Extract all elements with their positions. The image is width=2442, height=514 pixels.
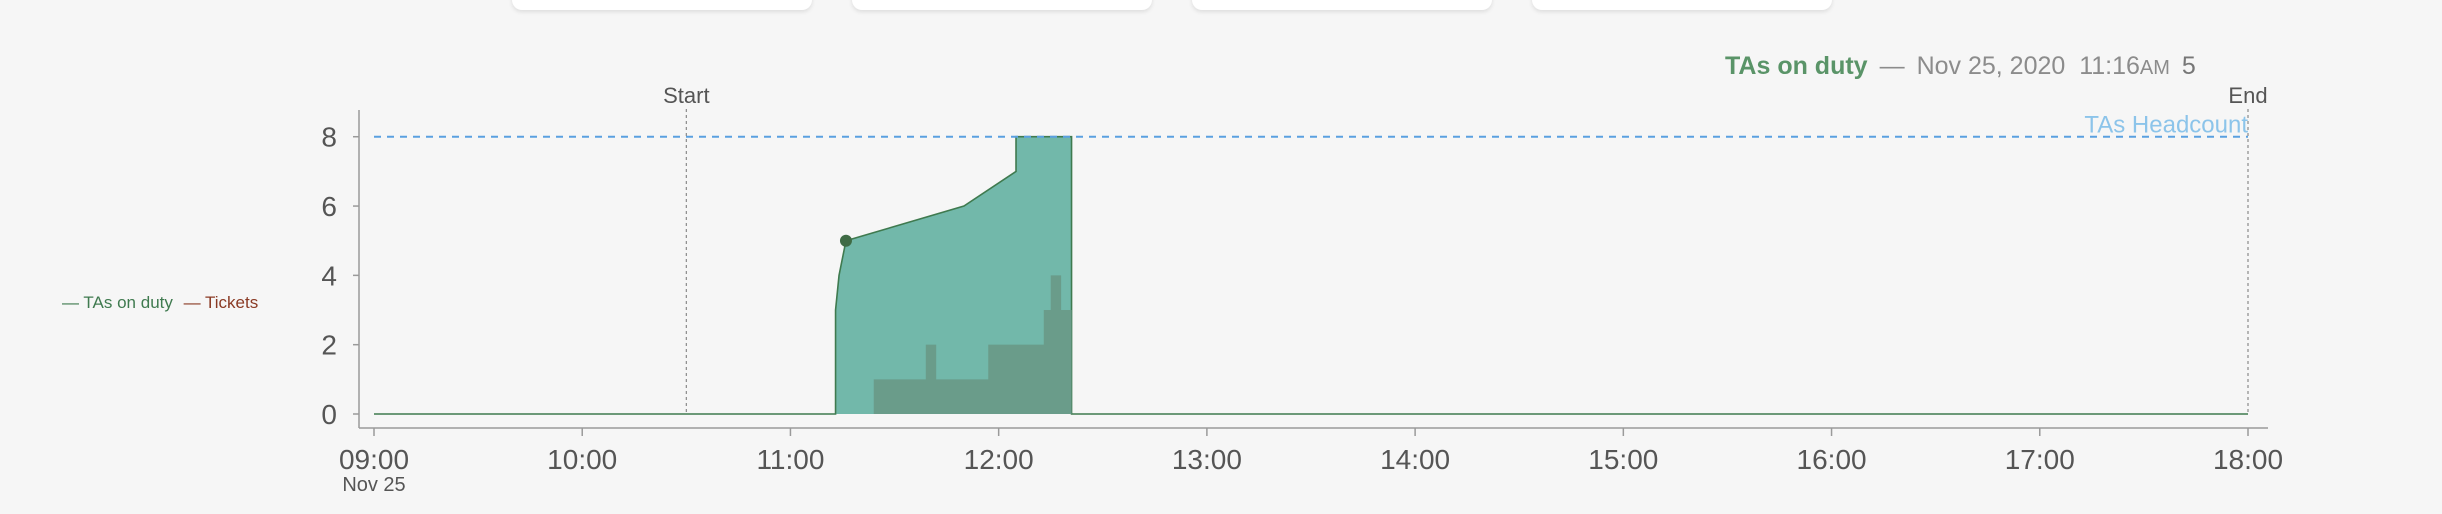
x-tick-label: 10:00 xyxy=(547,444,617,475)
tooltip-dash: — xyxy=(1879,52,1905,80)
x-date-label: Nov 25 xyxy=(342,474,405,496)
series-line-tas-on-duty xyxy=(374,135,2248,415)
tooltip-series: TAs on duty xyxy=(1725,52,1868,80)
x-tick-label: 17:00 xyxy=(2005,444,2075,475)
legend-tas-on-duty[interactable]: — TAs on duty xyxy=(62,293,173,312)
x-tick-label: 15:00 xyxy=(1588,444,1658,475)
y-tick-label: 2 xyxy=(321,330,337,361)
x-tick-label: 09:00 xyxy=(339,444,409,475)
y-tick-label: 6 xyxy=(321,191,337,222)
x-tick-label: 11:00 xyxy=(756,444,824,475)
tooltip-ampm: AM xyxy=(2139,57,2170,79)
tooltip-value: 5 xyxy=(2181,52,2196,80)
x-tick-label: 14:00 xyxy=(1380,444,1450,475)
x-tick-label: 12:00 xyxy=(964,444,1034,475)
tooltip-date: Nov 25, 2020 xyxy=(1916,52,2066,80)
y-tick-label: 0 xyxy=(321,399,337,430)
x-tick-label: 16:00 xyxy=(1797,444,1867,475)
summary-card-3 xyxy=(1192,0,1492,10)
x-tick-label: 13:00 xyxy=(1172,444,1242,475)
legend-tickets[interactable]: — Tickets xyxy=(183,293,259,312)
marker-label-start: Start xyxy=(663,83,709,108)
hover-point[interactable] xyxy=(839,234,852,247)
series-area-tas-on-duty[interactable] xyxy=(374,136,2248,414)
tooltip-time: 11:16 xyxy=(2079,52,2140,80)
y-tick-label: 4 xyxy=(321,260,337,291)
summary-card-1 xyxy=(512,0,812,10)
series-area-tickets[interactable] xyxy=(873,275,1072,414)
y-tick-label: 8 xyxy=(321,122,337,153)
x-tick-label: 18:00 xyxy=(2213,444,2283,475)
summary-card-2 xyxy=(852,0,1152,10)
marker-label-end: End xyxy=(2228,83,2267,108)
summary-card-4 xyxy=(1532,0,1832,10)
headcount-label: TAs Headcount xyxy=(2084,112,2248,139)
hover-tooltip: TAs on duty — Nov 25, 2020 11:16AM 5 xyxy=(1725,52,2196,81)
chart-legend[interactable]: — TAs on duty — Tickets xyxy=(62,293,258,313)
